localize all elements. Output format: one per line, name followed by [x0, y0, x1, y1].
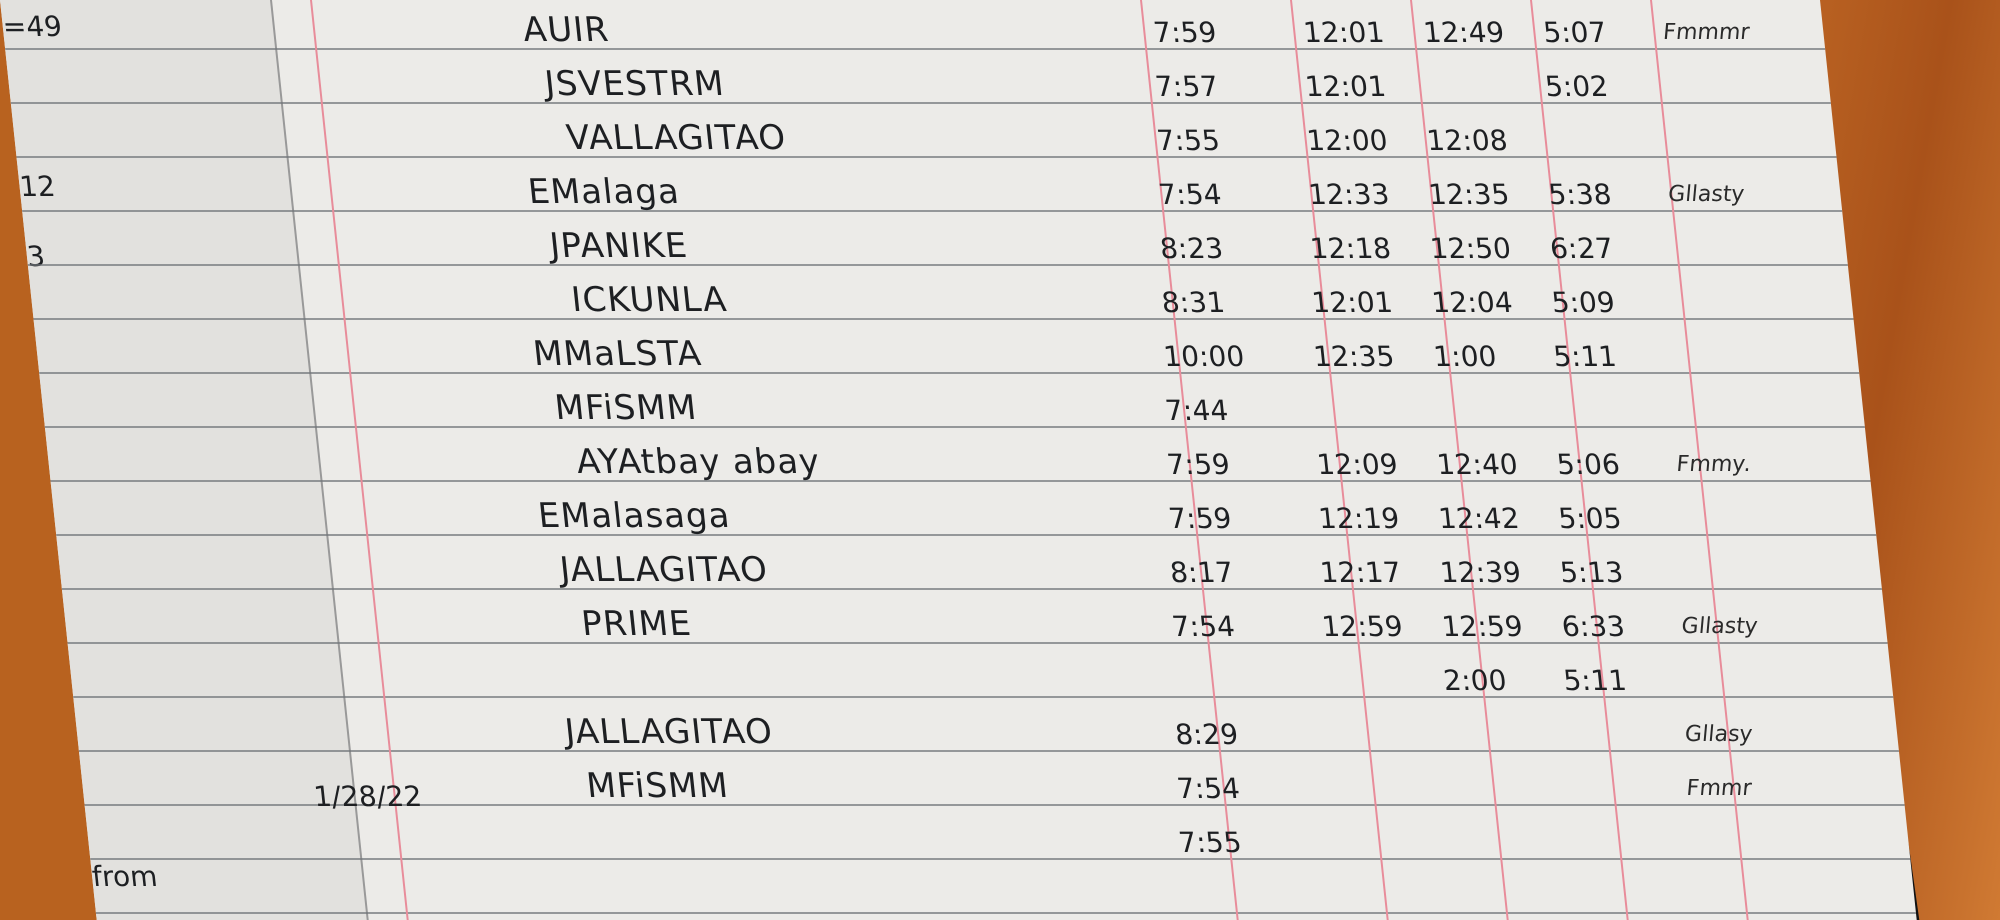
entry-time: 8:31 — [1160, 286, 1227, 319]
entry-time: 12:59 — [1320, 610, 1405, 643]
entry-time: 5:05 — [1556, 502, 1624, 535]
entry-name: EMalasaga — [536, 496, 733, 536]
entry-name: JPANIKE — [547, 226, 690, 266]
entry-time: 6:33 — [1560, 610, 1627, 643]
entry-name: JSVESTRM — [542, 64, 727, 104]
entry-time: 12:17 — [1318, 556, 1403, 589]
left-mark: 3 — [25, 240, 47, 273]
entry-time: 5:09 — [1550, 286, 1617, 319]
entry-time: 7:55 — [1155, 124, 1222, 157]
entry-time: 12:49 — [1421, 16, 1506, 49]
entry-time: 12:19 — [1316, 502, 1401, 535]
entry-time: 5:06 — [1555, 448, 1622, 481]
entry-time: 7:54 — [1170, 610, 1237, 643]
entry-time: 1:00 — [1431, 340, 1499, 373]
entry-name: MFiSMM — [552, 388, 700, 428]
entry-time: 12:42 — [1436, 502, 1521, 535]
entry-name: VALLAGITAO — [564, 118, 789, 158]
entry-time: 7:57 — [1153, 70, 1220, 103]
entry-signature: Fmmmr — [1662, 20, 1751, 45]
entry-time: 8:17 — [1168, 556, 1235, 589]
entry-time: 5:13 — [1558, 556, 1625, 589]
entry-time: 2:00 — [1441, 664, 1509, 697]
entry-time: 7:59 — [1151, 16, 1219, 49]
entry-time: 12:33 — [1306, 178, 1391, 211]
entry-time: 5:11 — [1551, 340, 1619, 373]
entry-time: 12:35 — [1311, 340, 1396, 373]
entry-time: 8:23 — [1158, 232, 1225, 265]
ruled-line — [90, 858, 1911, 860]
entry-name: MMaLSTA — [531, 334, 704, 374]
entry-signature: Gllasy — [1683, 722, 1754, 747]
entry-time: 12:59 — [1440, 610, 1525, 643]
entry-time: 12:04 — [1430, 286, 1515, 319]
ruled-line — [16, 156, 1837, 158]
entry-time: 8:29 — [1173, 718, 1240, 751]
entry-time: 7:54 — [1175, 772, 1242, 805]
entry-time: 10:00 — [1161, 340, 1246, 373]
entry-time: 5:38 — [1546, 178, 1614, 211]
logbook-page: =49 12 3 from 1/28/22 AUIR 7:59 12:01 12:49… — [0, 0, 1917, 920]
ruled-line — [44, 426, 1865, 428]
entry-name: AUIR — [521, 10, 612, 50]
entry-signature: Fmmy. — [1675, 452, 1752, 477]
entry-time: 7:54 — [1156, 178, 1224, 211]
left-mark: 12 — [17, 170, 57, 203]
ruled-line — [95, 912, 1917, 914]
ruled-line — [78, 750, 1900, 752]
entry-signature: Fmmr — [1685, 776, 1753, 801]
entry-name: JALLAGITAO — [562, 712, 775, 752]
entry-time: 5:02 — [1543, 70, 1610, 103]
entry-time: 12:40 — [1435, 448, 1520, 481]
entry-time: 12:08 — [1425, 124, 1510, 157]
entry-time: 12:50 — [1428, 232, 1513, 265]
entry-time: 12:01 — [1301, 16, 1386, 49]
entry-signature: Gllasty — [1667, 182, 1746, 207]
entry-time: 5:07 — [1541, 16, 1609, 49]
entry-time: 12:01 — [1310, 286, 1395, 319]
entry-name: AYAtbay abay — [574, 442, 823, 482]
entry-time: 5:11 — [1561, 664, 1629, 697]
entry-time: 7:59 — [1165, 448, 1232, 481]
entry-time: 12:00 — [1305, 124, 1390, 157]
entry-time: 12:18 — [1308, 232, 1393, 265]
entry-time: 12:39 — [1438, 556, 1523, 589]
entry-time: 12:01 — [1303, 70, 1388, 103]
entry-time: 7:55 — [1176, 826, 1244, 859]
entry-time: 12:35 — [1426, 178, 1511, 211]
left-mark: =49 — [1, 10, 64, 43]
entry-time: 7:44 — [1163, 394, 1230, 427]
entry-name: PRIME — [579, 604, 694, 644]
entry-time: 6:27 — [1548, 232, 1615, 265]
entry-time: 7:59 — [1166, 502, 1234, 535]
date-mark: 1/28/22 — [311, 780, 424, 813]
entry-name: ICKUNLA — [569, 280, 730, 320]
entry-name: JALLAGITAO — [557, 550, 770, 590]
left-mark: from — [90, 860, 160, 893]
entry-signature: Gllasty — [1680, 614, 1760, 639]
entry-time: 12:09 — [1315, 448, 1400, 481]
entry-name: EMalaga — [526, 172, 682, 212]
entry-name: MFiSMM — [584, 766, 731, 806]
